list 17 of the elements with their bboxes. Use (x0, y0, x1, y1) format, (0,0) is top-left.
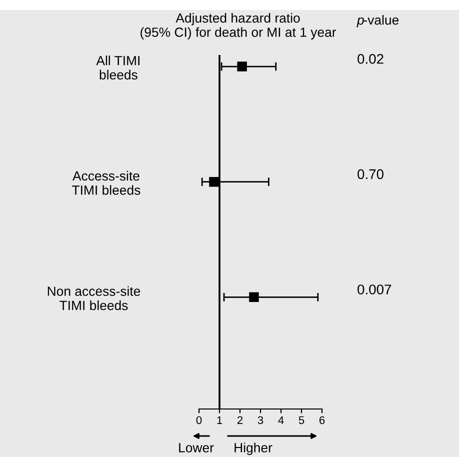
chart-title: Adjusted hazard ratio (95% CI) for death or MI at 1 year (140, 13, 336, 40)
y-tick-label: Access-site TIMI bleeds (72, 170, 140, 195)
text: p-value (356, 15, 399, 28)
text: 0.007 (358, 284, 392, 294)
x-tick-label: 1 (217, 416, 222, 424)
x-tick-label: 4 (278, 416, 284, 424)
x-tick-label: 2 (237, 416, 243, 424)
y-tick-label: All TIMI bleeds (96, 56, 140, 80)
x-tick-label: 0 (196, 416, 202, 424)
y-tick-label: Non access-site TIMI bleeds (48, 286, 140, 310)
text: Higher (234, 442, 272, 455)
x-tick-label: 3 (258, 416, 264, 424)
x-tick-label: 6 (319, 416, 325, 424)
x-tick-label: 5 (298, 416, 304, 424)
text: 0.70 (358, 169, 384, 180)
text: Lower (179, 443, 214, 452)
text: 0.02 (358, 54, 384, 64)
